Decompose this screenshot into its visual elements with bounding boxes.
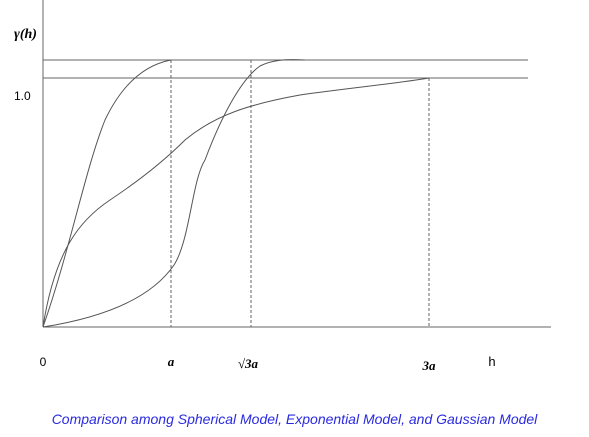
x-origin-label: 0 bbox=[40, 355, 47, 369]
y-axis-label: γ(h) bbox=[14, 27, 37, 42]
x-tick-label-3a: 3a bbox=[422, 358, 437, 373]
x-tick-label-sqrt3a: √3a bbox=[238, 356, 259, 371]
spherical-model-curve bbox=[42, 59, 172, 328]
exponential-model-curve bbox=[42, 77, 430, 328]
y-tick-label-1: 1.0 bbox=[14, 89, 31, 103]
figure-caption: Comparison among Spherical Model, Expone… bbox=[51, 411, 538, 427]
x-tick-label-a: a bbox=[168, 354, 175, 369]
gaussian-model-curve bbox=[42, 59, 306, 328]
x-axis-label: h bbox=[488, 354, 495, 369]
